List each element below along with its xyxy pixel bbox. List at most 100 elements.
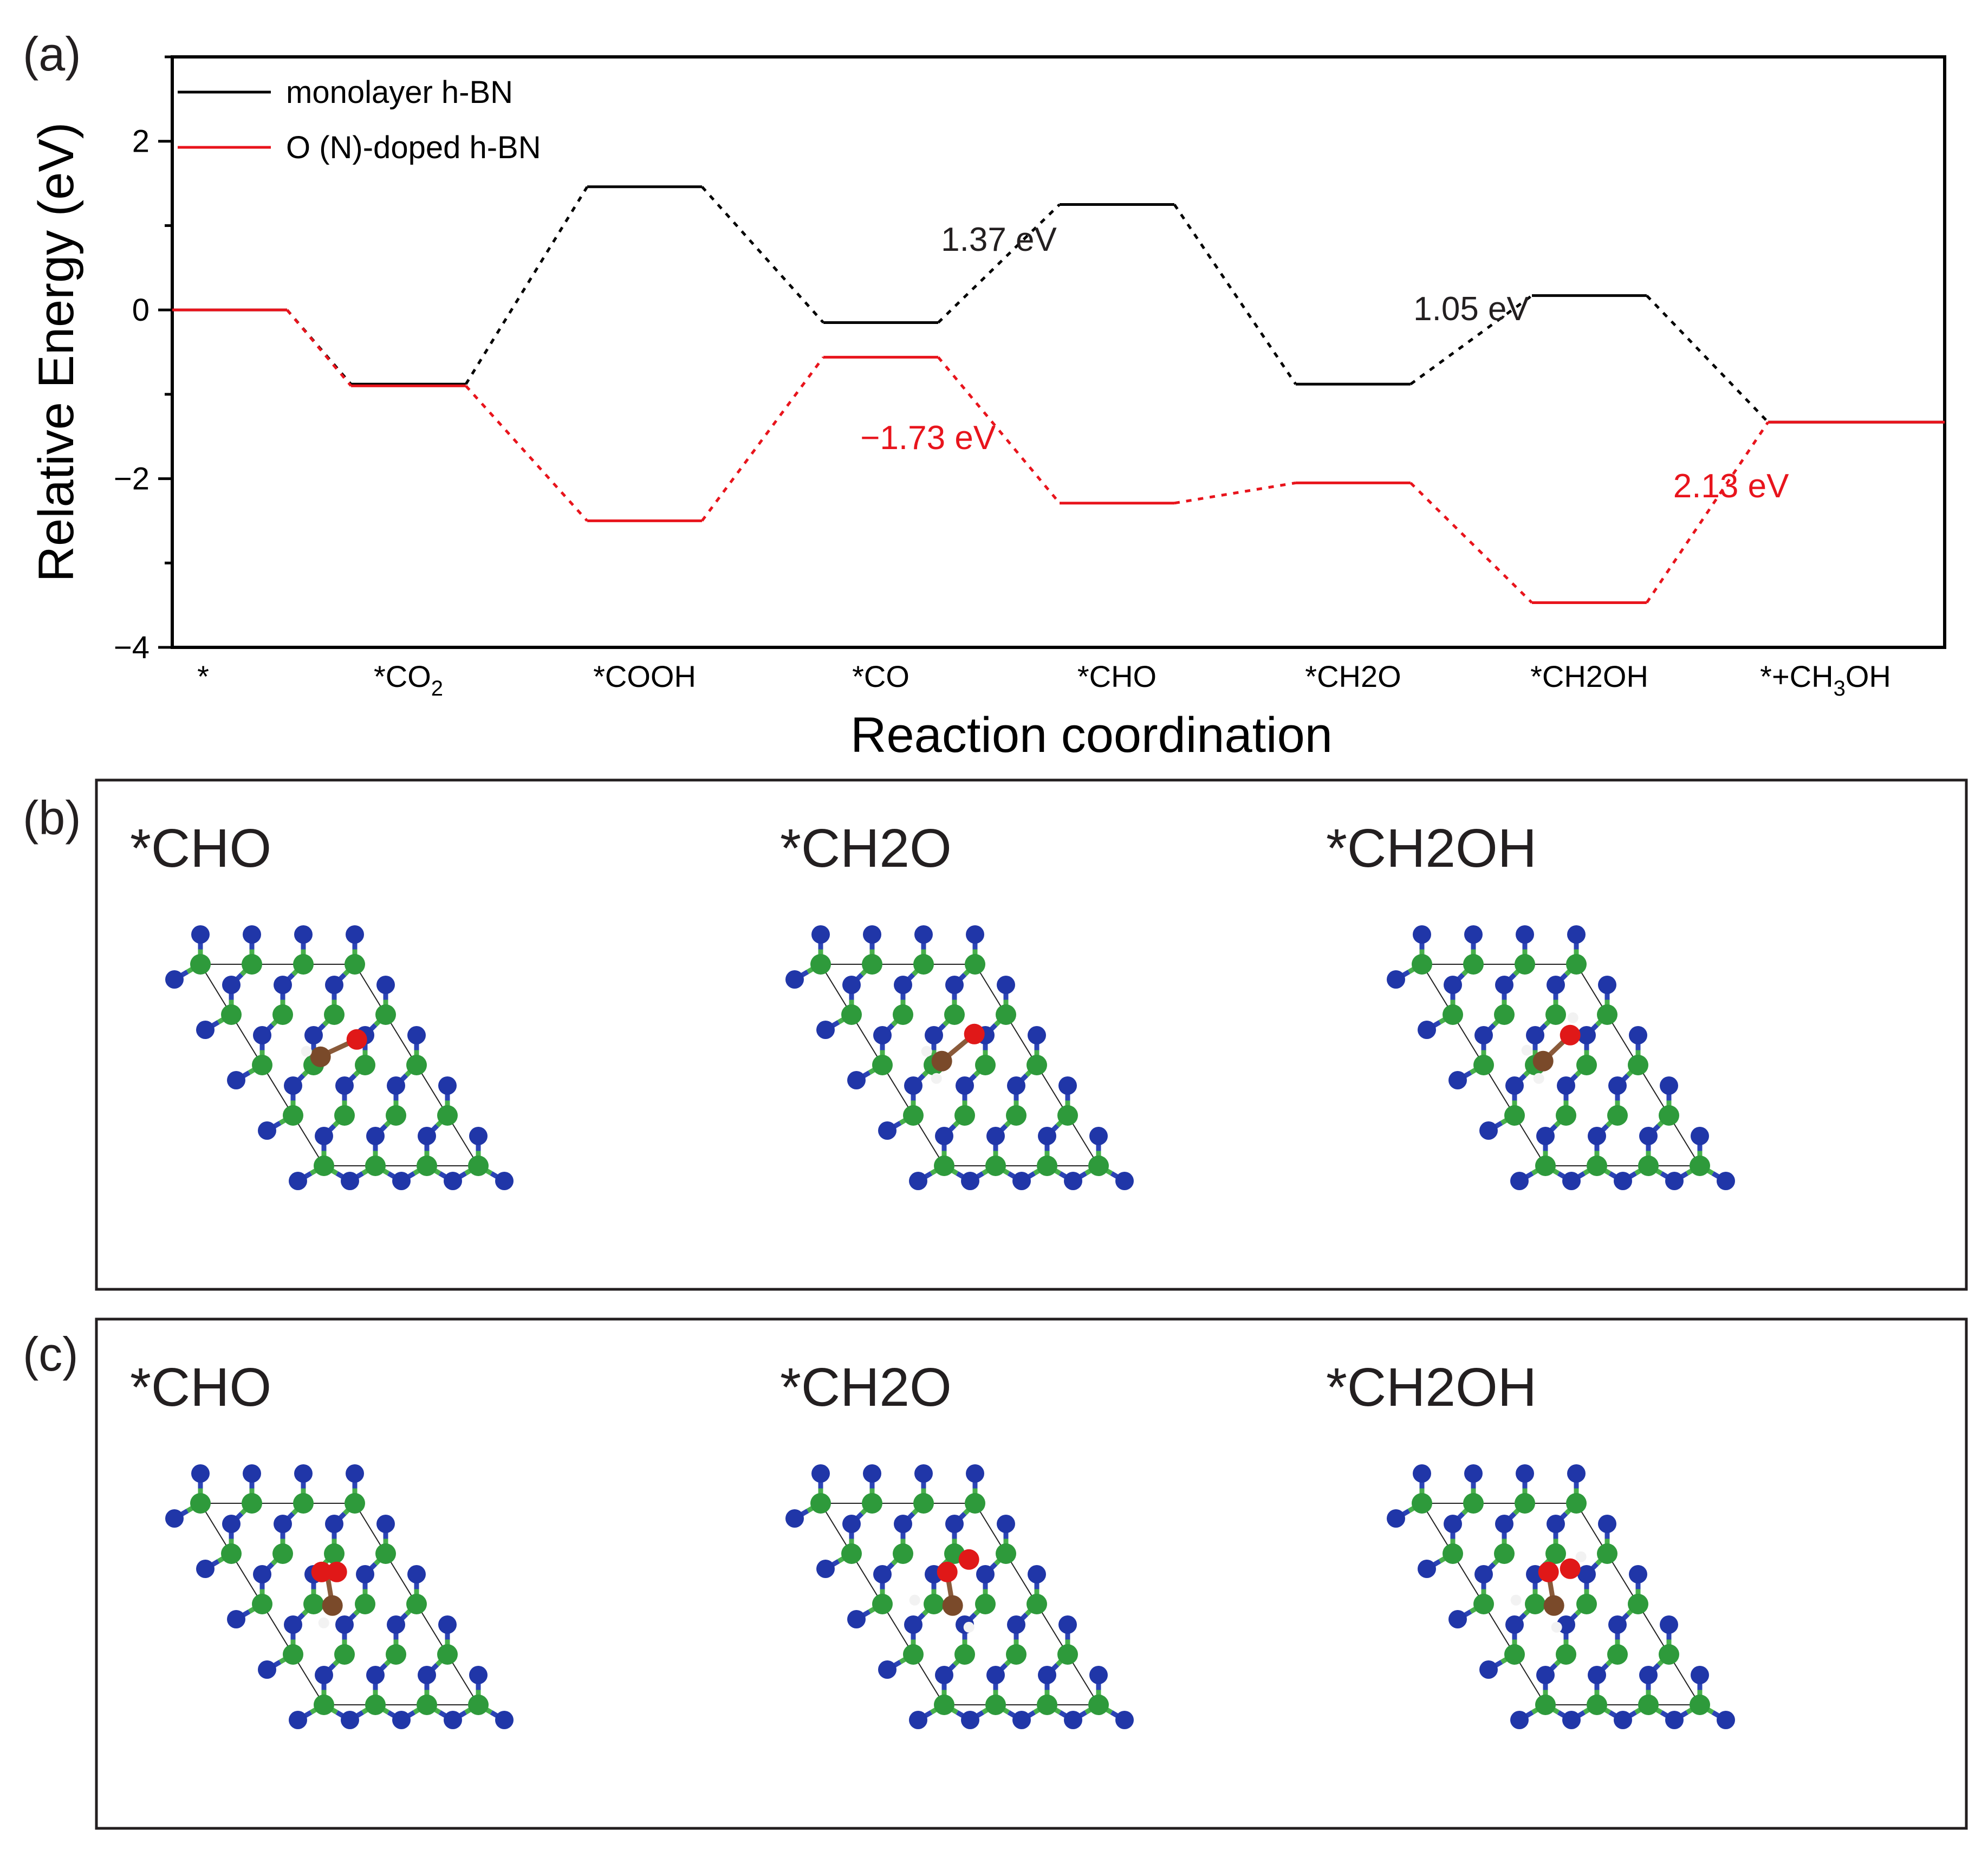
nitrogen-atom bbox=[227, 1071, 245, 1089]
panel-c-lattice-1 bbox=[785, 1464, 1134, 1729]
boron-atom bbox=[1006, 1644, 1027, 1665]
nitrogen-atom bbox=[842, 976, 861, 994]
boron-atom bbox=[996, 1004, 1016, 1025]
nitrogen-atom bbox=[894, 1515, 912, 1533]
panel-c-lattice-2 bbox=[1387, 1464, 1735, 1729]
boron-atom bbox=[437, 1644, 458, 1665]
nitrogen-atom bbox=[253, 1565, 271, 1583]
x-category-labels: * *CO2 *COOH *CO *CHO *CH2O *CH2OH *+CH3OH bbox=[197, 659, 1891, 700]
nitrogen-atom bbox=[1038, 1127, 1056, 1145]
oxygen-atom bbox=[1560, 1558, 1581, 1579]
carbon-atom bbox=[931, 1050, 952, 1072]
connector bbox=[1174, 481, 1296, 505]
nitrogen-atom bbox=[925, 1026, 943, 1044]
nitrogen-atom bbox=[222, 1515, 241, 1533]
panel-c-label-ch2o: *CH2O bbox=[780, 1357, 952, 1418]
oxygen-atom bbox=[964, 1023, 985, 1044]
hydrogen-atom bbox=[1575, 1551, 1587, 1562]
nitrogen-atom bbox=[1577, 1026, 1596, 1044]
nitrogen-atom bbox=[914, 1464, 933, 1483]
nitrogen-atom bbox=[1547, 976, 1565, 994]
nitrogen-atom bbox=[1387, 1509, 1405, 1528]
nitrogen-atom bbox=[1413, 1464, 1431, 1483]
carbon-atom bbox=[1532, 1050, 1554, 1072]
boron-atom bbox=[903, 1644, 924, 1665]
nitrogen-atom bbox=[1614, 1172, 1632, 1190]
nitrogen-atom bbox=[1691, 1127, 1709, 1145]
energy-annotations: 1.37 eV 1.05 eV −1.73 eV 2.13 eV bbox=[860, 221, 1789, 505]
carbon-atom bbox=[1543, 1595, 1564, 1616]
x-category-label: * bbox=[197, 659, 209, 693]
connector bbox=[286, 309, 352, 387]
nitrogen-atom bbox=[258, 1121, 276, 1140]
y-tick-label: 2 bbox=[132, 124, 150, 159]
nitrogen-atom bbox=[1007, 1076, 1025, 1095]
boron-atom bbox=[893, 1543, 913, 1564]
boron-atom bbox=[468, 1156, 489, 1176]
boron-atom bbox=[1057, 1644, 1078, 1665]
nitrogen-atom bbox=[816, 1021, 835, 1039]
nitrogen-atom bbox=[191, 1464, 210, 1483]
nitrogen-atom bbox=[294, 1464, 313, 1483]
nitrogen-atom bbox=[909, 1172, 927, 1190]
nitrogen-atom bbox=[1536, 1127, 1555, 1145]
boron-atom bbox=[996, 1543, 1016, 1564]
nitrogen-atom bbox=[1629, 1026, 1647, 1044]
panel-b-lattice-0 bbox=[165, 925, 514, 1190]
nitrogen-atom bbox=[966, 925, 984, 944]
nitrogen-atom bbox=[165, 970, 184, 989]
legend-label-monolayer: monolayer h-BN bbox=[286, 75, 513, 110]
boron-atom bbox=[1088, 1695, 1109, 1715]
nitrogen-atom bbox=[811, 925, 830, 944]
nitrogen-atom bbox=[346, 1464, 364, 1483]
nitrogen-atom bbox=[438, 1076, 457, 1095]
boron-atom bbox=[1088, 1156, 1109, 1176]
boron-atom bbox=[345, 954, 365, 975]
boron-atom bbox=[1027, 1055, 1047, 1075]
boron-atom bbox=[283, 1105, 303, 1126]
nitrogen-atom bbox=[191, 925, 210, 944]
nitrogen-atom bbox=[1614, 1711, 1632, 1729]
nitrogen-atom bbox=[863, 1464, 881, 1483]
nitrogen-atom bbox=[1562, 1711, 1581, 1729]
nitrogen-atom bbox=[222, 976, 241, 994]
boron-atom bbox=[913, 1493, 934, 1514]
nitrogen-atom bbox=[785, 1509, 804, 1528]
x-category-label: *CH2O bbox=[1305, 659, 1401, 693]
nitrogen-atom bbox=[469, 1127, 488, 1145]
nitrogen-atom bbox=[1717, 1172, 1735, 1190]
nitrogen-atom bbox=[444, 1172, 462, 1190]
nitrogen-atom bbox=[1510, 1711, 1529, 1729]
unit-cell bbox=[820, 964, 1100, 1166]
boron-atom bbox=[1576, 1594, 1597, 1614]
boron-atom bbox=[1037, 1695, 1057, 1715]
connector bbox=[937, 203, 1061, 324]
nitrogen-atom bbox=[1444, 1515, 1462, 1533]
x-category-label: *COOH bbox=[593, 659, 696, 693]
boron-atom bbox=[386, 1105, 406, 1126]
boron-atom bbox=[872, 1594, 893, 1614]
boron-atom bbox=[1494, 1004, 1515, 1025]
hydrogen-atom bbox=[909, 1594, 920, 1606]
nitrogen-atom bbox=[997, 976, 1015, 994]
nitrogen-atom bbox=[1505, 1076, 1524, 1095]
hydrogen-atom bbox=[318, 1617, 329, 1628]
x-category-label: *CH2OH bbox=[1530, 659, 1648, 693]
boron-atom bbox=[1628, 1055, 1648, 1075]
nitrogen-atom bbox=[1028, 1026, 1046, 1044]
y-axis-title: Relative Energy (eV) bbox=[29, 122, 84, 582]
carbon-atom bbox=[942, 1595, 963, 1616]
nitrogen-atom bbox=[785, 970, 804, 989]
nitrogen-atom bbox=[935, 1127, 953, 1145]
connector bbox=[937, 356, 1061, 504]
nitrogen-atom bbox=[1567, 1464, 1586, 1483]
nitrogen-atom bbox=[253, 1026, 271, 1044]
connector bbox=[1645, 421, 1770, 603]
boron-atom bbox=[242, 954, 262, 975]
nitrogen-atom bbox=[997, 1515, 1015, 1533]
boron-atom bbox=[954, 1644, 975, 1665]
boron-atom bbox=[1535, 1156, 1556, 1176]
unit-cell bbox=[199, 964, 479, 1166]
boron-atom bbox=[468, 1695, 489, 1715]
boron-atom bbox=[934, 1695, 954, 1715]
